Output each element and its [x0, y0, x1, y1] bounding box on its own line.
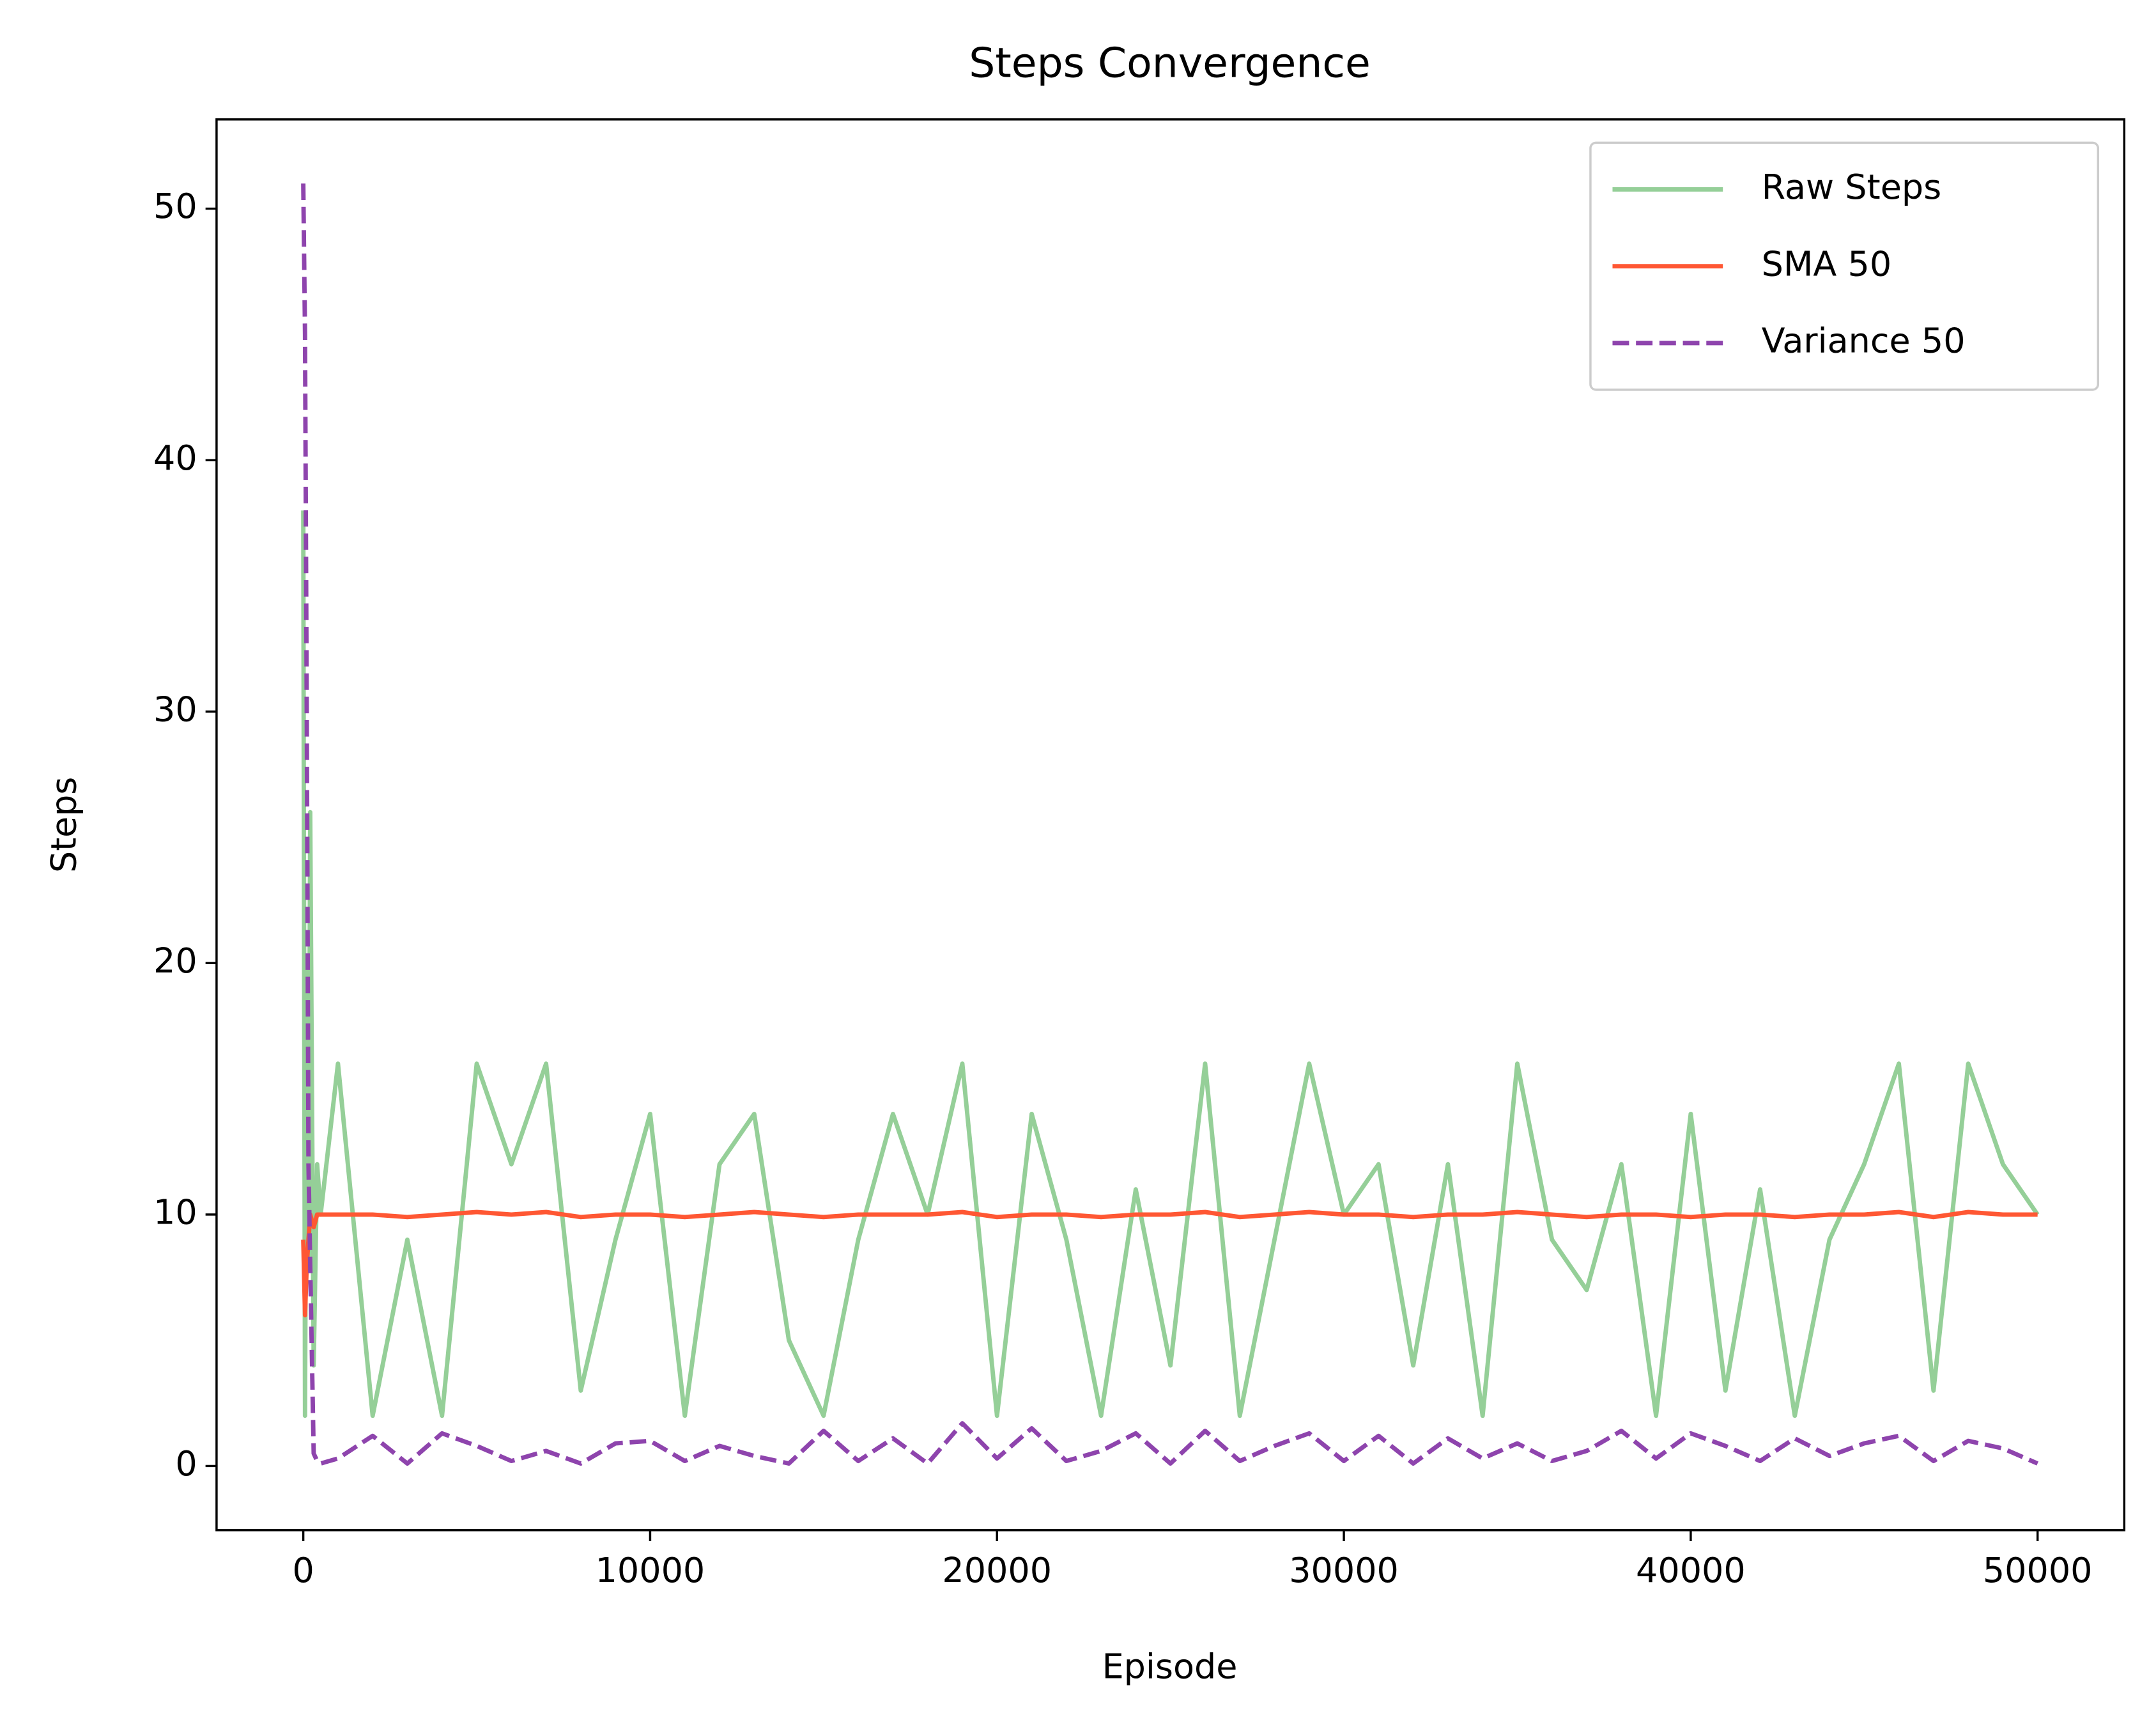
y-tick-label: 30 [153, 689, 197, 729]
legend-label: Variance 50 [1762, 321, 1966, 361]
x-tick-label: 10000 [596, 1550, 705, 1590]
legend-label: SMA 50 [1762, 243, 1892, 284]
line-series [301, 1210, 2038, 1317]
chart-title: Steps Convergence [969, 40, 1371, 88]
y-tick-label: 0 [175, 1443, 197, 1484]
line-series [301, 183, 2039, 1466]
x-tick-label: 20000 [942, 1550, 1052, 1590]
x-tick-label: 30000 [1289, 1550, 1399, 1590]
y-axis-label: Steps [43, 777, 84, 873]
x-tick-label: 0 [292, 1550, 314, 1590]
y-tick-label: 50 [153, 186, 197, 226]
x-tick-label: 40000 [1636, 1550, 1746, 1590]
x-tick-label: 50000 [1983, 1550, 2093, 1590]
line-series [301, 510, 2040, 1418]
y-tick-label: 20 [153, 941, 197, 981]
y-tick-label: 10 [153, 1192, 197, 1233]
x-axis-label: Episode [1102, 1646, 1238, 1686]
legend-label: Raw Steps [1762, 167, 1942, 207]
y-tick-label: 40 [153, 438, 197, 478]
legend-box [1589, 141, 2100, 391]
plot-frame [215, 118, 2126, 1532]
